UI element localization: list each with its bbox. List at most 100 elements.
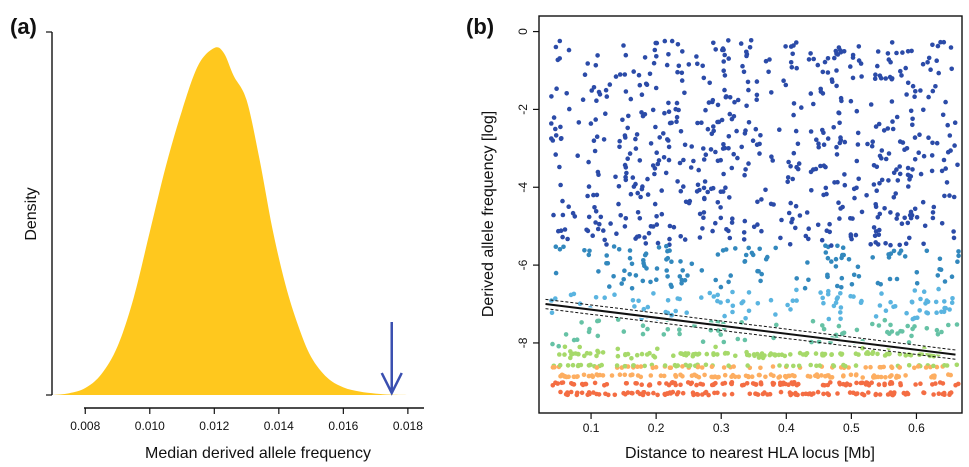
scatter-point	[612, 292, 617, 298]
scatter-point	[557, 247, 563, 252]
scatter-point	[955, 162, 960, 168]
scatter-point	[608, 221, 613, 226]
scatter-point	[655, 161, 661, 167]
scatter-point	[785, 179, 790, 185]
scatter-point	[690, 390, 696, 396]
scatter-point	[727, 195, 732, 200]
scatter-point	[718, 332, 723, 337]
scatter-point	[829, 352, 834, 358]
scatter-point	[651, 291, 656, 296]
scatter-point	[934, 310, 939, 316]
scatter-point	[837, 120, 842, 126]
scatter-point	[639, 351, 645, 357]
panel-b-y-tick-label: -6	[516, 259, 530, 270]
scatter-point	[838, 206, 843, 211]
scatter-point	[563, 392, 569, 397]
scatter-point	[821, 163, 827, 168]
scatter-point	[629, 261, 635, 267]
scatter-point	[650, 163, 656, 168]
scatter-point	[800, 391, 806, 397]
scatter-point	[627, 248, 633, 253]
scatter-point	[639, 110, 644, 115]
scatter-point	[788, 44, 794, 49]
scatter-point	[875, 215, 881, 220]
scatter-point	[838, 48, 843, 53]
scatter-point	[935, 273, 941, 278]
scatter-point	[910, 167, 915, 172]
scatter-point	[700, 339, 706, 345]
scatter-point	[741, 230, 747, 235]
scatter-point	[866, 351, 871, 357]
scatter-point	[742, 259, 748, 264]
scatter-point	[951, 235, 957, 241]
scatter-point	[633, 273, 639, 278]
scatter-point	[825, 136, 831, 141]
scatter-point	[565, 236, 570, 242]
scatter-point	[910, 122, 915, 128]
scatter-point	[839, 351, 845, 357]
scatter-point	[590, 233, 595, 238]
scatter-point	[722, 87, 727, 93]
scatter-point	[553, 133, 559, 138]
scatter-point	[594, 365, 600, 370]
scatter-point	[819, 373, 824, 378]
scatter-point	[743, 316, 748, 321]
scatter-point	[797, 350, 803, 356]
scatter-point	[738, 41, 744, 46]
scatter-point	[925, 310, 931, 316]
scatter-point	[635, 364, 640, 370]
scatter-point	[627, 255, 633, 261]
scatter-point	[622, 133, 628, 138]
scatter-point	[713, 47, 718, 52]
scatter-point	[869, 143, 875, 149]
scatter-point	[719, 117, 725, 123]
scatter-point	[635, 373, 641, 378]
scatter-point	[847, 390, 853, 395]
scatter-point	[747, 391, 753, 397]
scatter-point	[633, 181, 638, 187]
scatter-point	[601, 137, 607, 142]
scatter-point	[883, 308, 889, 314]
scatter-point	[939, 168, 945, 174]
scatter-point	[895, 212, 900, 217]
scatter-point	[759, 197, 764, 202]
scatter-point	[711, 40, 716, 46]
scatter-point	[664, 62, 670, 68]
scatter-point	[659, 188, 664, 193]
scatter-point	[713, 277, 718, 283]
scatter-point	[585, 193, 590, 199]
scatter-point	[766, 69, 771, 75]
scatter-point	[662, 391, 667, 397]
scatter-point	[716, 374, 721, 380]
scatter-point	[906, 363, 912, 368]
scatter-point	[730, 309, 735, 315]
scatter-point	[703, 389, 709, 395]
panel-b-x-tick-label: 0.3	[713, 421, 730, 435]
scatter-point	[934, 140, 940, 146]
scatter-point	[701, 210, 707, 215]
scatter-point	[667, 223, 673, 229]
scatter-point	[930, 140, 935, 146]
scatter-point	[705, 126, 711, 132]
scatter-point	[754, 92, 760, 98]
scatter-point	[562, 352, 567, 357]
scatter-point	[793, 203, 799, 209]
scatter-point	[730, 303, 736, 309]
scatter-point	[885, 329, 890, 335]
scatter-point	[791, 150, 797, 156]
scatter-point	[624, 170, 629, 176]
scatter-point	[632, 304, 637, 309]
scatter-point	[703, 362, 709, 368]
scatter-point	[642, 363, 647, 369]
scatter-point	[903, 65, 908, 71]
scatter-point	[937, 256, 943, 262]
scatter-point	[755, 268, 760, 274]
scatter-point	[940, 112, 946, 118]
scatter-point	[634, 352, 640, 358]
scatter-point	[743, 252, 749, 258]
scatter-point	[921, 107, 926, 113]
scatter-point	[889, 40, 895, 45]
panel-a-x-tick-label: 0.014	[264, 419, 294, 433]
scatter-point	[829, 243, 834, 248]
scatter-point	[790, 373, 795, 378]
